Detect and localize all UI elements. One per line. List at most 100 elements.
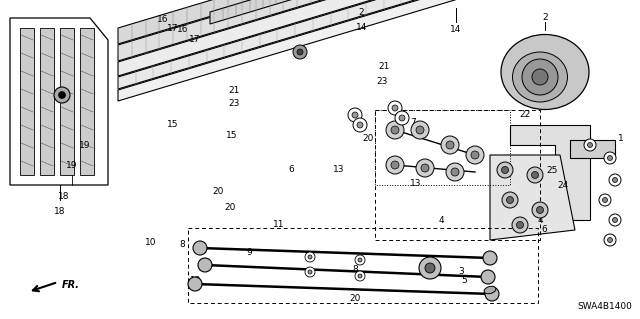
Ellipse shape: [513, 52, 568, 102]
Text: 6: 6: [541, 225, 547, 234]
Circle shape: [293, 45, 307, 59]
Circle shape: [612, 218, 618, 222]
Circle shape: [536, 206, 543, 213]
Polygon shape: [118, 0, 490, 89]
Circle shape: [481, 270, 495, 284]
Circle shape: [607, 155, 612, 160]
Polygon shape: [10, 18, 108, 185]
Circle shape: [392, 105, 398, 111]
Circle shape: [532, 202, 548, 218]
Polygon shape: [510, 125, 590, 220]
Text: 23: 23: [376, 77, 388, 86]
Circle shape: [607, 238, 612, 242]
Text: 13: 13: [410, 179, 422, 188]
Text: 11: 11: [273, 220, 284, 229]
Bar: [375, 110, 540, 240]
Polygon shape: [490, 155, 575, 240]
Polygon shape: [60, 28, 74, 175]
Text: 19: 19: [79, 141, 90, 150]
Circle shape: [584, 139, 596, 151]
Text: 17: 17: [167, 24, 179, 33]
Circle shape: [609, 174, 621, 186]
Text: 1: 1: [618, 134, 623, 143]
Circle shape: [297, 49, 303, 55]
Circle shape: [388, 101, 402, 115]
Circle shape: [485, 287, 499, 301]
Text: 8: 8: [180, 240, 185, 249]
Polygon shape: [40, 28, 54, 175]
Circle shape: [399, 115, 405, 121]
Circle shape: [198, 258, 212, 272]
Circle shape: [355, 271, 365, 281]
Circle shape: [609, 214, 621, 226]
Circle shape: [352, 112, 358, 118]
Circle shape: [348, 108, 362, 122]
Polygon shape: [20, 28, 34, 175]
Circle shape: [471, 151, 479, 159]
Circle shape: [305, 252, 315, 262]
Circle shape: [391, 126, 399, 134]
Text: 20: 20: [362, 134, 374, 143]
Text: 8: 8: [353, 265, 358, 274]
Circle shape: [358, 258, 362, 262]
Circle shape: [353, 118, 367, 132]
Circle shape: [357, 122, 363, 128]
Circle shape: [451, 168, 459, 176]
Polygon shape: [118, 0, 490, 76]
Text: 3: 3: [458, 267, 463, 276]
Circle shape: [502, 192, 518, 208]
Circle shape: [308, 255, 312, 259]
Circle shape: [506, 197, 513, 204]
Circle shape: [441, 136, 459, 154]
Polygon shape: [80, 28, 94, 175]
Text: 20: 20: [349, 294, 361, 303]
Text: 5: 5: [461, 276, 467, 285]
Text: SWA4B1400: SWA4B1400: [577, 302, 632, 311]
Polygon shape: [118, 0, 490, 44]
Text: 2: 2: [359, 8, 364, 17]
Text: 23: 23: [228, 99, 239, 108]
Circle shape: [386, 121, 404, 139]
Circle shape: [416, 126, 424, 134]
Text: 4: 4: [439, 216, 444, 225]
Circle shape: [612, 177, 618, 182]
Text: 18: 18: [54, 207, 66, 216]
Circle shape: [446, 163, 464, 181]
Circle shape: [522, 59, 558, 95]
Circle shape: [588, 143, 593, 147]
Circle shape: [54, 87, 70, 103]
Circle shape: [419, 257, 441, 279]
Circle shape: [395, 111, 409, 125]
Ellipse shape: [501, 34, 589, 109]
Text: 15: 15: [227, 131, 237, 140]
Text: 20: 20: [212, 187, 223, 196]
Circle shape: [416, 159, 434, 177]
Circle shape: [532, 69, 548, 85]
Text: 21: 21: [378, 63, 390, 71]
Text: 10: 10: [145, 238, 156, 247]
Circle shape: [531, 172, 538, 179]
Circle shape: [188, 277, 202, 291]
Text: 12: 12: [189, 276, 201, 285]
Circle shape: [355, 255, 365, 265]
Circle shape: [466, 146, 484, 164]
Text: FR.: FR.: [62, 280, 80, 290]
Circle shape: [599, 194, 611, 206]
Circle shape: [425, 263, 435, 273]
Circle shape: [502, 167, 509, 174]
Circle shape: [58, 92, 65, 99]
Circle shape: [497, 162, 513, 178]
Circle shape: [516, 221, 524, 228]
Text: 13: 13: [333, 165, 345, 174]
Circle shape: [527, 167, 543, 183]
Text: 16: 16: [177, 26, 188, 34]
Text: 24: 24: [557, 181, 569, 189]
Text: 17: 17: [189, 35, 200, 44]
Circle shape: [512, 217, 528, 233]
Text: 25: 25: [546, 166, 557, 175]
Polygon shape: [118, 0, 490, 61]
Circle shape: [602, 197, 607, 203]
Text: 16: 16: [157, 15, 169, 24]
Circle shape: [308, 270, 312, 274]
Circle shape: [411, 121, 429, 139]
